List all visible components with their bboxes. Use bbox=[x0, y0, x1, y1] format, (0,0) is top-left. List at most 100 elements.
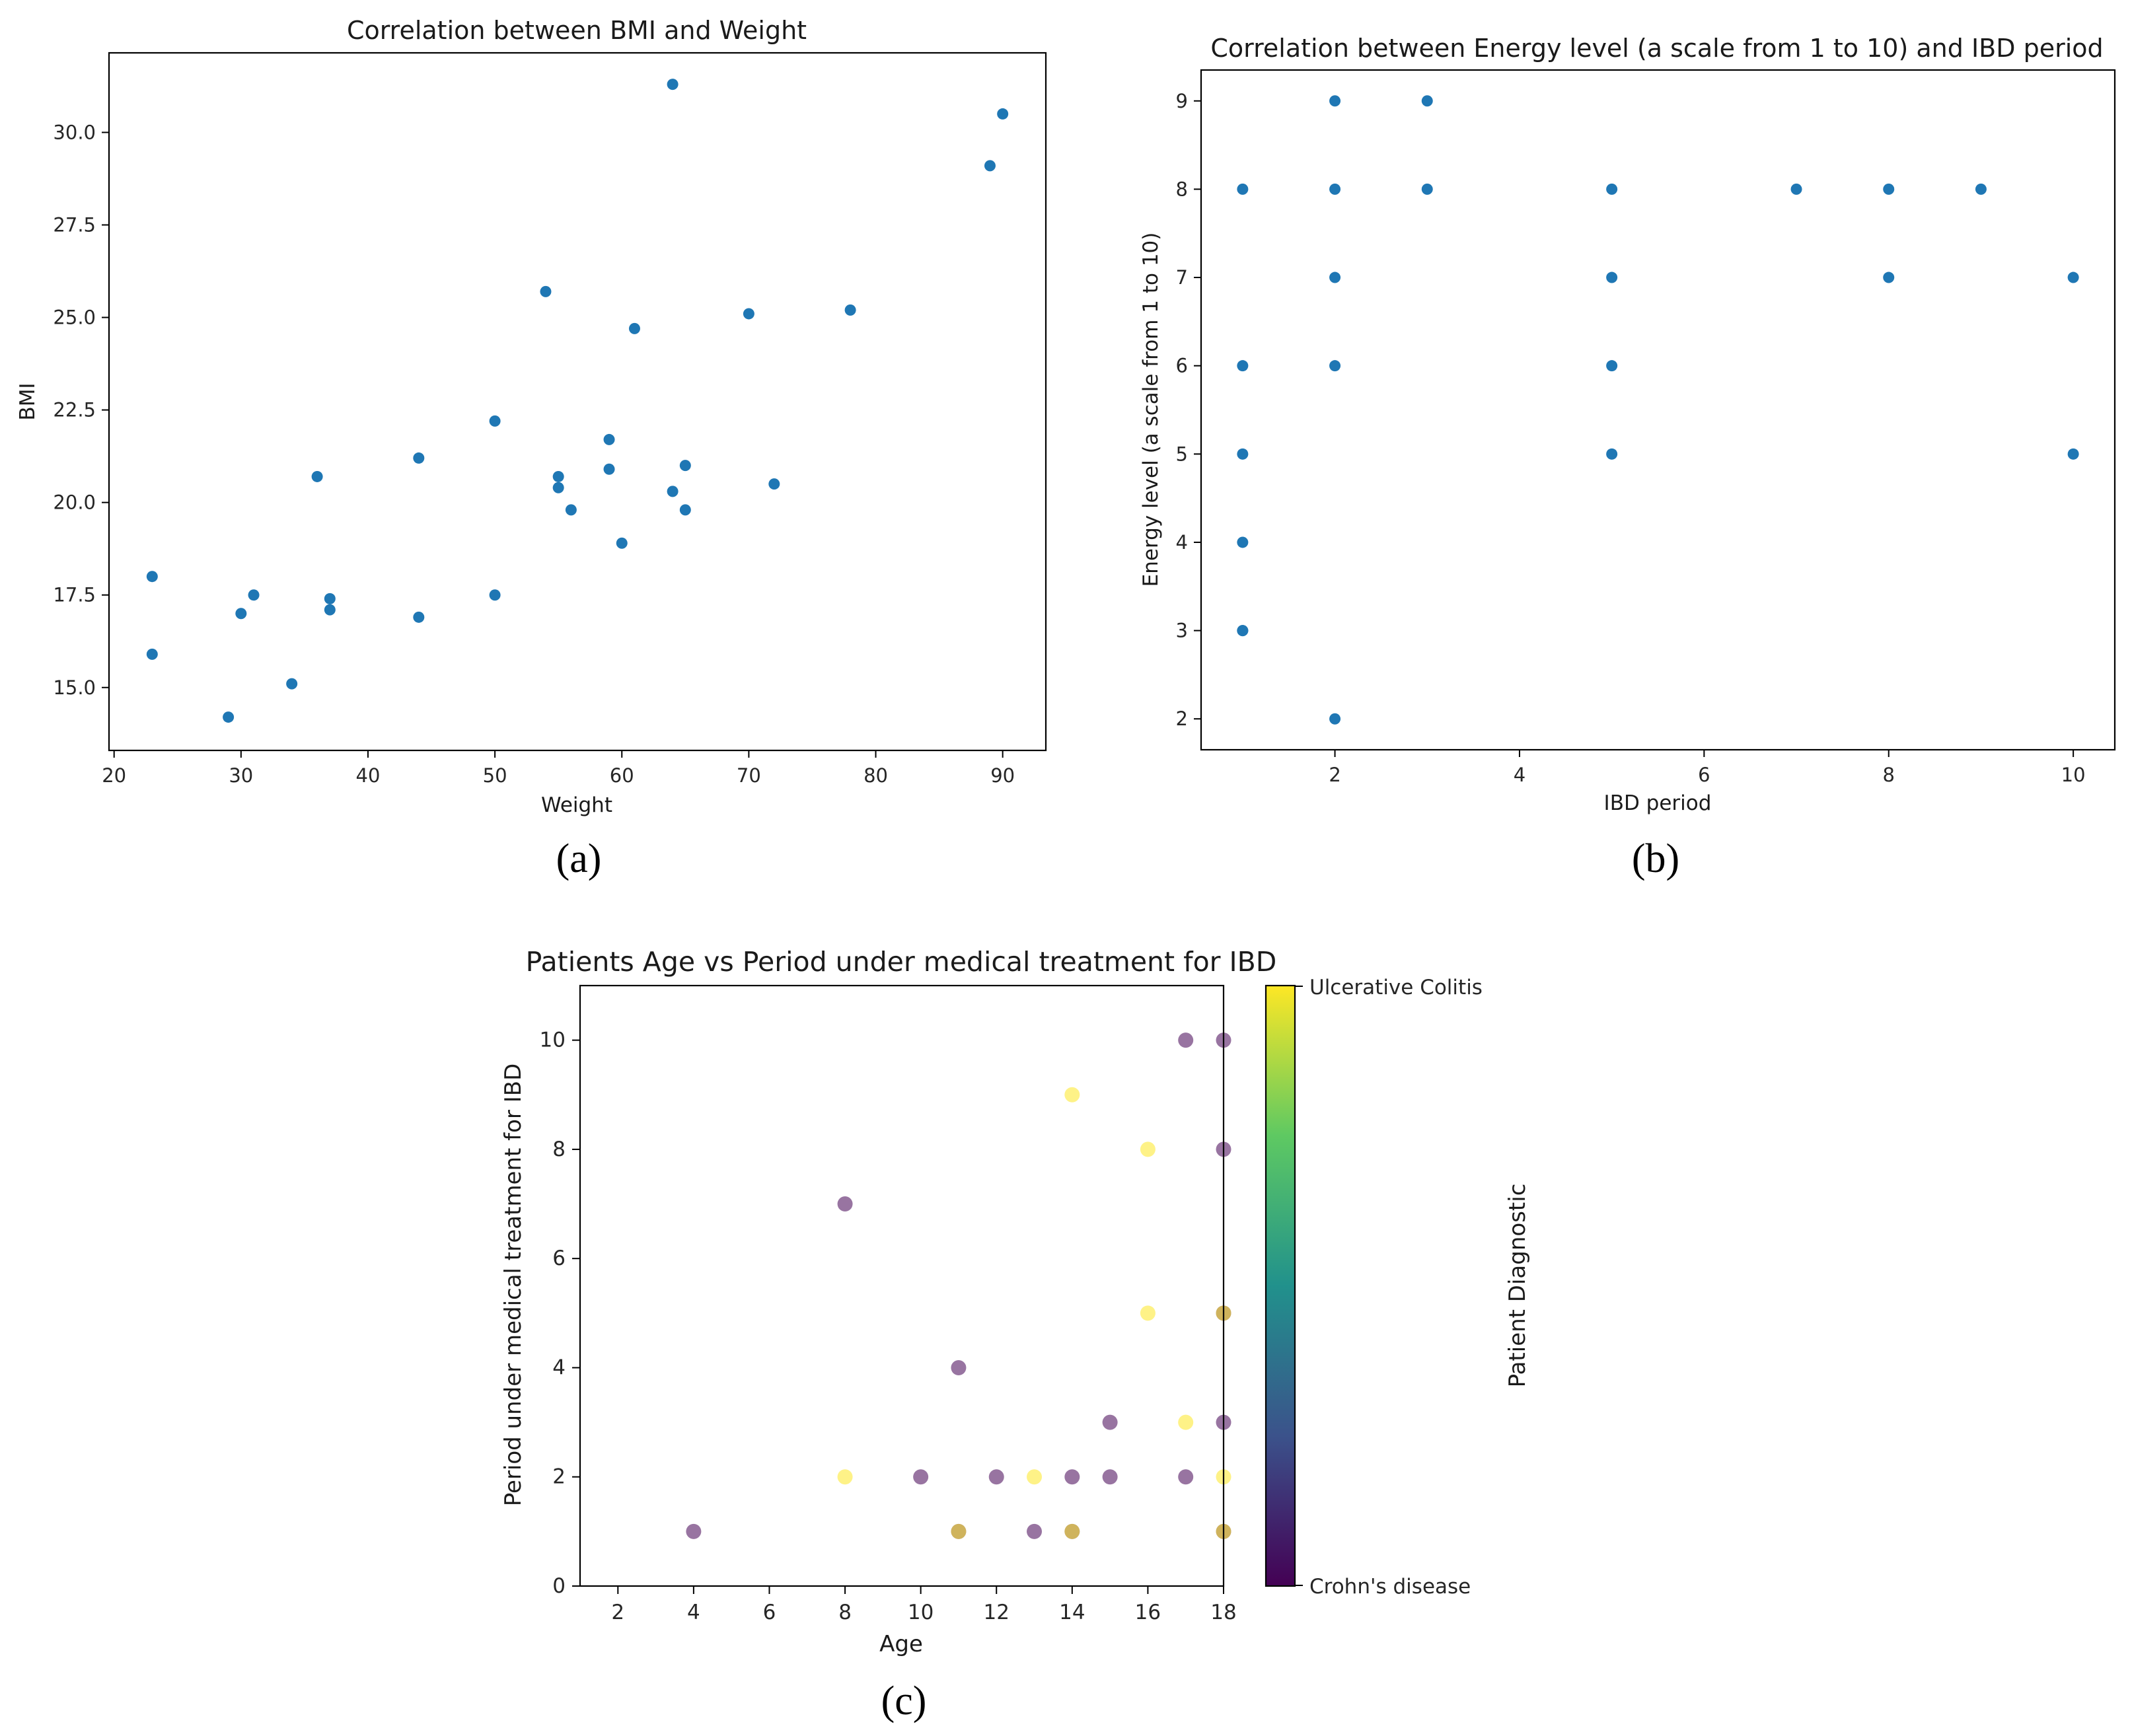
chart-c-plot-area bbox=[579, 984, 1225, 1587]
a-xtick-label: 60 bbox=[610, 764, 634, 787]
a-data-point bbox=[603, 463, 615, 475]
b-data-point bbox=[1329, 183, 1341, 195]
b-ytick-label: 8 bbox=[1176, 178, 1188, 200]
b-data-point bbox=[1975, 183, 1987, 195]
c-data-point bbox=[988, 1469, 1004, 1485]
c-ytick-label: 4 bbox=[552, 1356, 566, 1379]
chart-a-plot-area bbox=[108, 52, 1047, 752]
a-data-point bbox=[565, 504, 577, 516]
c-data-point bbox=[1140, 1305, 1156, 1321]
a-ytick-label: 27.5 bbox=[53, 213, 96, 236]
c-data-point bbox=[1064, 1087, 1080, 1103]
chart-b-plot-area bbox=[1200, 69, 2116, 751]
a-xtick-label: 50 bbox=[483, 764, 507, 787]
b-data-point bbox=[1237, 448, 1249, 460]
b-data-point bbox=[2067, 448, 2079, 460]
c-data-point bbox=[1064, 1469, 1080, 1485]
chart-a-title: Correlation between BMI and Weight bbox=[347, 16, 807, 45]
a-data-point bbox=[223, 711, 235, 723]
chart-b-points bbox=[1237, 95, 2079, 725]
c-ytick-label: 8 bbox=[552, 1138, 566, 1161]
b-data-point bbox=[1237, 183, 1249, 195]
a-data-point bbox=[311, 470, 323, 482]
c-ytick-label: 0 bbox=[552, 1574, 566, 1598]
c-data-point bbox=[1178, 1032, 1194, 1048]
chart-b-y-axis: 2 3 4 5 6 7 8 9 bbox=[1176, 90, 1201, 730]
c-data-point bbox=[1178, 1469, 1194, 1485]
b-data-point bbox=[1237, 625, 1249, 637]
chart-bmi-weight: Correlation between BMI and Weight 20 30 4… bbox=[16, 16, 1047, 881]
a-data-point bbox=[413, 611, 425, 623]
b-xtick-label: 8 bbox=[1883, 764, 1895, 786]
chart-a-points bbox=[146, 79, 1009, 723]
b-ytick-label: 6 bbox=[1176, 355, 1188, 377]
chart-c-colorbar: Ulcerative Colitis Crohn's disease Patie… bbox=[1265, 976, 1531, 1599]
a-xtick-label: 40 bbox=[356, 764, 381, 787]
a-data-point bbox=[997, 108, 1009, 120]
a-data-point bbox=[984, 160, 996, 172]
chart-c-caption: (c) bbox=[881, 1679, 927, 1723]
a-data-point bbox=[146, 571, 158, 583]
a-data-point bbox=[324, 593, 336, 604]
b-ytick-label: 5 bbox=[1176, 443, 1188, 465]
chart-a-caption: (a) bbox=[556, 836, 602, 881]
c-xtick-label: 6 bbox=[763, 1601, 776, 1624]
c-xtick-label: 10 bbox=[908, 1601, 934, 1624]
a-data-point bbox=[844, 304, 856, 316]
chart-b-caption: (b) bbox=[1632, 836, 1679, 881]
c-data-point bbox=[1102, 1414, 1118, 1430]
chart-b-ylabel: Energy level (a scale from 1 to 10) bbox=[1139, 233, 1163, 587]
b-data-point bbox=[1329, 95, 1341, 107]
a-data-point bbox=[603, 433, 615, 445]
b-xtick-label: 6 bbox=[1698, 764, 1710, 786]
chart-c-title: Patients Age vs Period under medical tre… bbox=[526, 946, 1277, 978]
b-data-point bbox=[2067, 271, 2079, 283]
a-data-point bbox=[552, 470, 564, 482]
a-xtick-label: 90 bbox=[990, 764, 1015, 787]
a-ytick-label: 15.0 bbox=[53, 676, 96, 699]
colorbar-gradient bbox=[1265, 984, 1296, 1587]
chart-b-x-axis: 2 4 6 8 10 bbox=[1329, 750, 2086, 786]
a-data-point bbox=[679, 460, 691, 472]
chart-a-y-axis: 15.0 17.5 20.0 22.5 25.0 27.5 30.0 bbox=[53, 121, 109, 699]
b-xtick-label: 10 bbox=[2061, 764, 2086, 786]
b-ytick-label: 2 bbox=[1176, 707, 1188, 730]
a-ytick-label: 22.5 bbox=[53, 399, 96, 421]
c-ytick-label: 10 bbox=[540, 1029, 566, 1052]
chart-a-xlabel: Weight bbox=[541, 793, 612, 817]
b-data-point bbox=[1606, 448, 1618, 460]
c-data-point bbox=[951, 1359, 967, 1375]
a-xtick-label: 80 bbox=[863, 764, 888, 787]
chart-c-y-axis: 0 2 4 6 8 10 bbox=[540, 1029, 580, 1598]
a-data-point bbox=[552, 482, 564, 493]
chart-c-x-axis: 2 4 6 8 10 12 14 16 18 bbox=[611, 1586, 1237, 1624]
b-data-point bbox=[1883, 183, 1895, 195]
a-data-point bbox=[616, 537, 628, 549]
c-ytick-label: 2 bbox=[552, 1465, 566, 1489]
c-data-point bbox=[1027, 1523, 1043, 1539]
b-ytick-label: 7 bbox=[1176, 266, 1188, 289]
a-data-point bbox=[743, 308, 754, 320]
a-data-point bbox=[667, 486, 679, 497]
a-ytick-label: 20.0 bbox=[53, 491, 96, 514]
c-data-point bbox=[686, 1523, 702, 1539]
colorbar-bottom-label: Crohn's disease bbox=[1309, 1575, 1471, 1599]
c-data-point bbox=[1178, 1414, 1194, 1430]
chart-b-xlabel: IBD period bbox=[1604, 791, 1712, 815]
b-xtick-label: 4 bbox=[1514, 764, 1525, 786]
b-data-point bbox=[1329, 360, 1341, 372]
a-ytick-label: 17.5 bbox=[53, 584, 96, 606]
a-data-point bbox=[679, 504, 691, 516]
chart-a-x-axis: 20 30 40 50 60 70 80 90 bbox=[102, 750, 1015, 787]
b-data-point bbox=[1606, 271, 1618, 283]
a-ytick-label: 30.0 bbox=[53, 121, 96, 143]
chart-a-ylabel: BMI bbox=[16, 382, 40, 420]
a-xtick-label: 20 bbox=[102, 764, 126, 787]
c-xtick-label: 14 bbox=[1059, 1601, 1085, 1624]
c-xtick-label: 8 bbox=[838, 1601, 852, 1624]
a-xtick-label: 70 bbox=[737, 764, 761, 787]
c-data-point bbox=[1064, 1523, 1080, 1539]
chart-c-ylabel: Period under medical treatment for IBD bbox=[500, 1064, 527, 1507]
b-data-point bbox=[1237, 360, 1249, 372]
c-data-point bbox=[1027, 1469, 1043, 1485]
